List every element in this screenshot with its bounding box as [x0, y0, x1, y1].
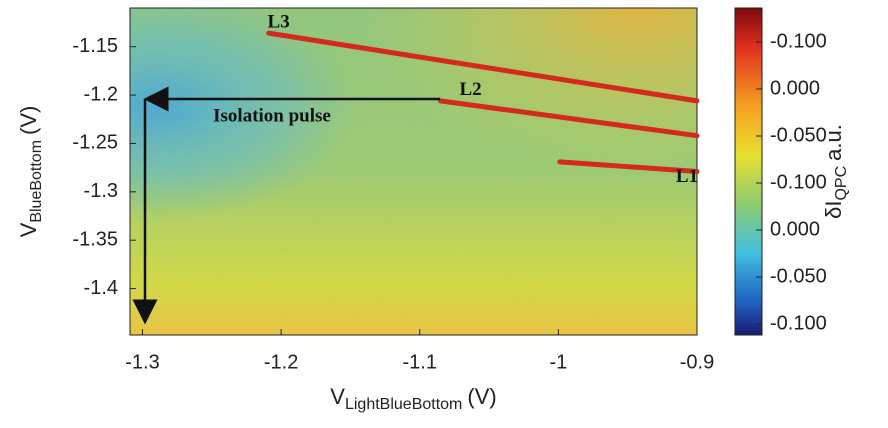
- heatmap: [130, 8, 697, 335]
- resonance-line: [266, 30, 700, 104]
- line-label: L2: [459, 79, 481, 100]
- x-axis-label-main: V: [330, 384, 345, 409]
- y-axis-label-sub: BlueBottom: [28, 140, 45, 223]
- resonance-line: [557, 159, 700, 174]
- colorbar-label-unit: a.u.: [821, 124, 846, 161]
- y-tick-label: -1.25: [72, 132, 118, 154]
- colorbar-tick-label: -0.050: [770, 124, 827, 146]
- y-tick-label: -1.2: [84, 83, 118, 105]
- x-tick-label: -1.1: [403, 351, 437, 373]
- x-axis-label-unit: (V): [467, 384, 496, 409]
- colorbar-tick-label: 0.000: [770, 77, 820, 99]
- y-tick-label: -1.4: [84, 277, 118, 299]
- colorbar-tick-label: -0.050: [770, 265, 827, 287]
- y-axis-label: VBlueBottom (V): [16, 106, 45, 238]
- x-tick-label: -1.3: [125, 351, 159, 373]
- colorbar-label-main: δI: [821, 201, 846, 219]
- resonance-line: [438, 98, 700, 139]
- y-axis-label-main: V: [16, 222, 41, 237]
- annotation: Isolation pulse: [213, 105, 331, 126]
- colorbar-tick-label: -0.100: [770, 171, 827, 193]
- x-tick-label: -1: [549, 351, 567, 373]
- colorbar-tick-label: -0.100: [770, 30, 827, 52]
- colorbar-label: δIQPC a.u.: [821, 124, 850, 219]
- line-label: L1: [676, 166, 698, 187]
- x-axis-label-sub: LightBlueBottom: [345, 396, 462, 413]
- colorbar-tick-label: -0.100: [770, 312, 827, 334]
- x-axis-label: VLightBlueBottom (V): [330, 384, 496, 413]
- colorbar-tick-label: 0.000: [770, 218, 820, 240]
- line-label: L3: [268, 12, 290, 33]
- x-tick-label: -0.9: [680, 351, 714, 373]
- y-tick-label: -1.35: [72, 228, 118, 250]
- y-tick-label: -1.15: [72, 35, 118, 57]
- y-tick-label: -1.3: [84, 180, 118, 202]
- y-axis-label-unit: (V): [16, 106, 41, 135]
- x-tick-label: -1.2: [264, 351, 298, 373]
- colorbar: [734, 7, 763, 336]
- colorbar-label-sub: QPC: [833, 166, 850, 201]
